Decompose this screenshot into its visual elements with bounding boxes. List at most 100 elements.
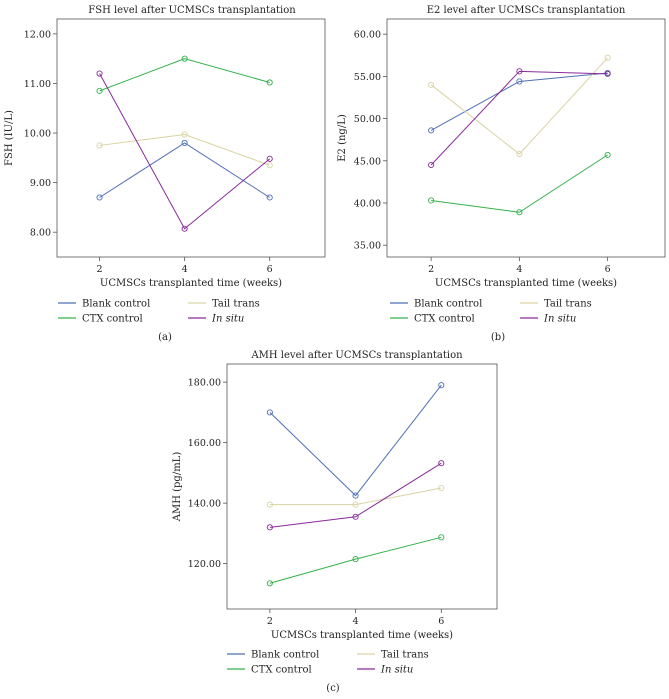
data-point-tail — [266, 501, 273, 508]
e2-chart: E2 level after UCMSCs transplantation 35.… — [337, 5, 666, 343]
data-point-tail — [428, 81, 435, 88]
data-point-ctx — [604, 151, 611, 158]
legend-label-insitu: In situ — [543, 314, 576, 325]
data-point-ctx — [352, 556, 359, 563]
y-tick-label: 11.00 — [24, 79, 51, 90]
series-line-tail — [430, 57, 609, 155]
series-line-blank — [99, 142, 270, 198]
legend-label-blank: Blank control — [414, 299, 482, 310]
data-point-tail — [352, 501, 359, 508]
data-point-insitu — [604, 70, 611, 77]
plot-frame — [226, 363, 498, 610]
x-tick-label: 4 — [182, 264, 188, 275]
series-line-blank — [430, 72, 608, 131]
series-line-ctx — [269, 536, 442, 584]
y-tick-label: 160.00 — [188, 438, 221, 449]
y-tick-label: 10.00 — [24, 129, 51, 140]
legend-label-tail: Tail trans — [544, 299, 592, 310]
legend-label-ctx: CTX control — [82, 314, 143, 325]
data-point-ctx — [428, 197, 435, 204]
x-tick-label: 2 — [428, 264, 434, 275]
data-point-insitu — [266, 155, 273, 162]
data-point-blank — [96, 194, 103, 201]
series-line-blank — [269, 384, 442, 497]
data-point-blank — [266, 194, 273, 201]
y-tick-label: 120.00 — [188, 559, 221, 570]
y-axis-label: AMH (pg/mL) — [172, 452, 183, 523]
x-axis-label: UCMSCs transplanted time (weeks) — [271, 630, 453, 641]
chart-title: FSH level after UCMSCs transplantation — [88, 5, 296, 16]
data-point-ctx — [438, 534, 445, 541]
data-point-blank — [352, 492, 359, 499]
y-tick-label: 8.00 — [30, 228, 51, 239]
data-point-blank — [266, 409, 273, 416]
y-tick-label: 180.00 — [188, 378, 221, 389]
data-point-ctx — [96, 87, 103, 94]
series-line-insitu — [430, 70, 608, 166]
data-point-insitu — [181, 225, 188, 232]
data-point-ctx — [181, 55, 188, 62]
plot-frame — [56, 18, 326, 258]
data-point-insitu — [516, 68, 523, 75]
legend-label-tail: Tail trans — [381, 650, 429, 661]
x-tick-label: 4 — [516, 264, 522, 275]
data-point-ctx — [266, 79, 273, 86]
series-line-tail — [269, 487, 442, 506]
y-tick-label: 35.00 — [354, 241, 381, 252]
panel-label: (b) — [491, 332, 505, 343]
data-point-blank — [181, 139, 188, 147]
legend-label-tail: Tail trans — [212, 299, 260, 310]
panel-label: (a) — [158, 332, 172, 343]
legend-label-blank: Blank control — [251, 650, 319, 661]
data-point-tail — [181, 131, 188, 138]
y-tick-label: 45.00 — [354, 156, 381, 167]
y-tick-label: 55.00 — [354, 72, 381, 83]
data-point-insitu — [266, 524, 273, 531]
amh-chart: AMH level after UCMSCs transplantation 12… — [172, 350, 498, 694]
x-tick-label: 2 — [267, 616, 273, 627]
data-point-insitu — [96, 70, 103, 77]
series-line-insitu — [269, 462, 442, 528]
legend-label-ctx: CTX control — [251, 665, 312, 676]
plot-frame — [386, 18, 666, 258]
series-line-ctx — [99, 58, 270, 92]
y-tick-label: 12.00 — [24, 29, 51, 40]
data-point-tail — [516, 150, 523, 158]
x-axis-label: UCMSCs transplanted time (weeks) — [435, 278, 617, 289]
chart-title: AMH level after UCMSCs transplantation — [250, 350, 463, 361]
data-point-insitu — [428, 161, 435, 169]
x-tick-label: 6 — [605, 264, 611, 275]
y-axis-label: FSH (IU/L) — [4, 110, 15, 166]
data-point-ctx — [516, 209, 523, 216]
data-point-blank — [438, 382, 445, 389]
legend-label-insitu: In situ — [380, 665, 413, 676]
data-point-tail — [266, 162, 273, 169]
x-tick-label: 2 — [97, 264, 103, 275]
data-point-blank — [428, 127, 435, 134]
data-point-tail — [438, 484, 445, 492]
series-line-insitu — [99, 73, 271, 230]
legend-label-ctx: CTX control — [414, 314, 475, 325]
series-line-tail — [99, 134, 270, 166]
data-point-tail — [604, 54, 611, 61]
data-point-insitu — [352, 513, 359, 520]
data-point-tail — [96, 142, 103, 149]
x-tick-label: 6 — [267, 264, 273, 275]
y-tick-label: 50.00 — [354, 114, 381, 125]
x-tick-label: 6 — [438, 616, 444, 627]
y-axis-label: E2 (ng/L) — [337, 114, 348, 162]
y-tick-label: 40.00 — [354, 198, 381, 209]
y-tick-label: 60.00 — [354, 30, 381, 41]
series-line-ctx — [431, 154, 608, 213]
fsh-chart: FSH level after UCMSCs transplantation 8.… — [4, 5, 326, 343]
legend-label-blank: Blank control — [82, 299, 150, 310]
x-tick-label: 4 — [353, 616, 359, 627]
y-tick-label: 9.00 — [30, 178, 51, 189]
x-axis-label: UCMSCs transplanted time (weeks) — [100, 278, 282, 289]
y-tick-label: 140.00 — [188, 499, 221, 510]
legend-label-insitu: In situ — [211, 314, 244, 325]
data-point-ctx — [266, 580, 273, 587]
data-point-insitu — [438, 460, 445, 467]
panel-label: (c) — [326, 683, 340, 694]
